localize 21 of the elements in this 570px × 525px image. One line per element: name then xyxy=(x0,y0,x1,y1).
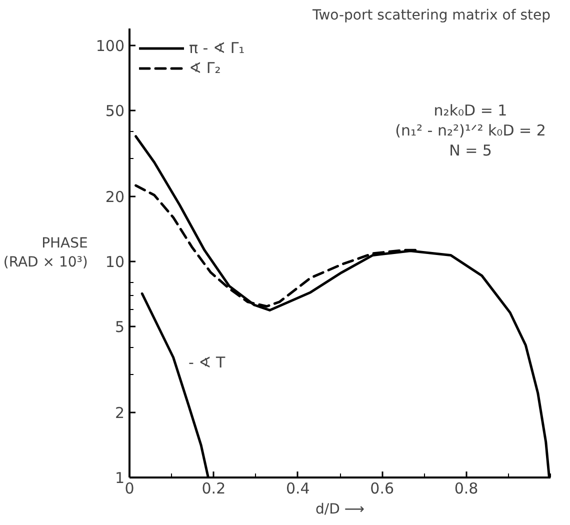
x-tick-label: 0.8 xyxy=(454,480,478,498)
y-tick-label: 5 xyxy=(114,318,125,336)
x-tick-label: 0 xyxy=(124,480,134,498)
x-axis-title: d/D ⟶ xyxy=(316,502,364,518)
y-tick-label: 1 xyxy=(114,469,125,487)
y-tick-label: 2 xyxy=(114,404,125,422)
y-tick-label: 50 xyxy=(105,102,125,120)
annotation: n₂k₀D = 1 xyxy=(434,102,508,120)
chart-title: Two-port scattering matrix of step xyxy=(311,8,551,24)
y-axis-title: PHASE (RAD × 10³) xyxy=(3,235,88,271)
annotation: (n₁² - n₂²)¹ᐟ² k₀D = 2 xyxy=(395,122,546,140)
x-tick-label: 0.4 xyxy=(286,480,310,498)
y-tick-label: 20 xyxy=(105,188,125,206)
y-tick-label: 100 xyxy=(96,37,125,56)
annotation: N = 5 xyxy=(449,142,492,160)
y-tick-label: 10 xyxy=(105,253,125,272)
legend-label: π - ∢ Γ₁ xyxy=(189,39,245,57)
x-tick-label: 0.6 xyxy=(370,480,394,498)
annotation: - ∢ T xyxy=(188,354,226,372)
legend-label: ∢ Γ₂ xyxy=(189,59,221,77)
x-tick-label: 0.2 xyxy=(202,480,226,498)
